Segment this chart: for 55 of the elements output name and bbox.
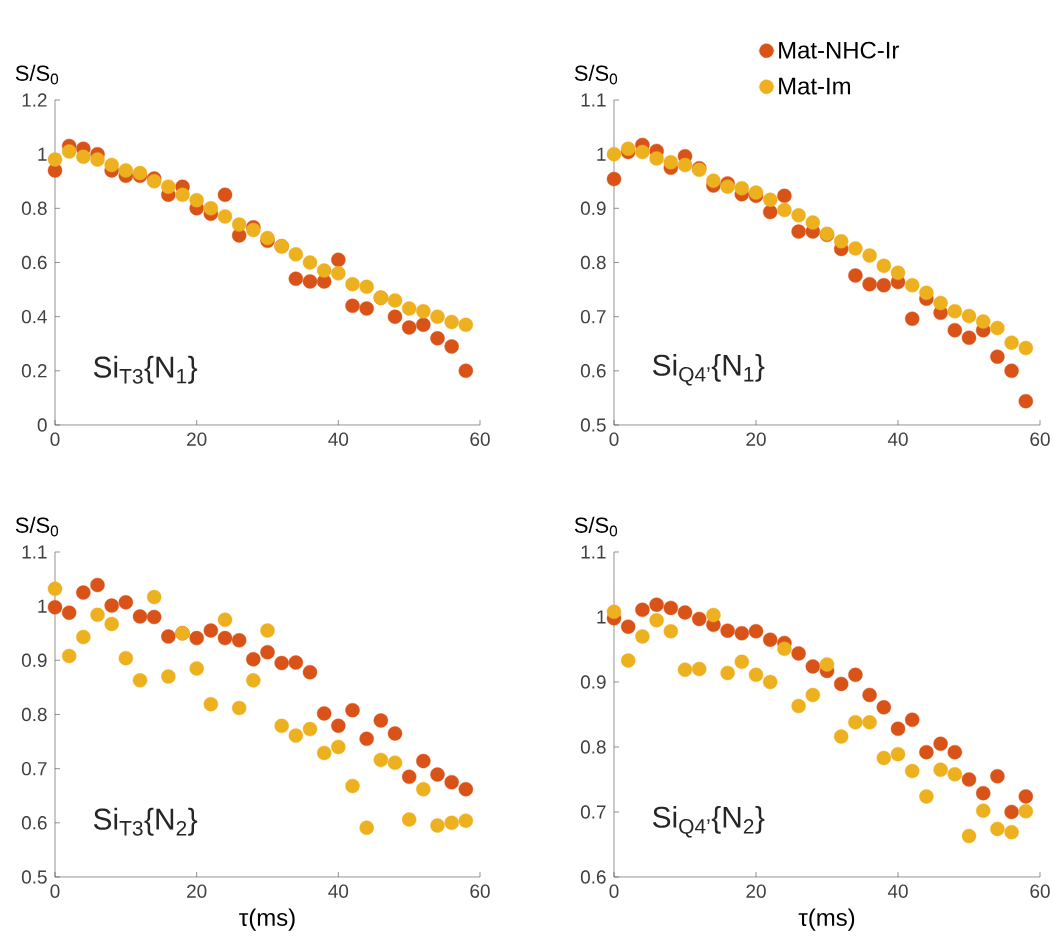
x-tick-label: 0 [609, 432, 619, 446]
x-tick-label: 60 [1030, 884, 1050, 898]
x-tick-label: 0 [609, 884, 619, 898]
x-tick-label: 40 [887, 884, 908, 898]
y-tick-label: 1.1 [581, 93, 606, 107]
x-tick-label: 0 [50, 884, 60, 898]
y-tick-label: 0.6 [21, 255, 47, 270]
legend-label: Mat-NHC-Ir [779, 41, 899, 59]
y-tick-label: 1 [38, 147, 47, 161]
x-axis-title: τ(ms) [239, 908, 295, 931]
y-tick-label: 1 [597, 610, 606, 624]
x-tick-label: 20 [187, 432, 207, 446]
y-tick-label: 0.8 [580, 740, 606, 754]
y-tick-label: 0.6 [580, 870, 606, 884]
y-tick-label: 1.1 [581, 545, 606, 559]
y-axis-title: S/S$_{0}$ [574, 64, 618, 85]
y-tick-label: 0.9 [580, 675, 606, 689]
y-tick-label: 0.9 [580, 201, 606, 216]
y-tick-label: 1.1 [22, 545, 47, 559]
y-tick-label: 0.2 [21, 364, 47, 378]
x-tick-label: 60 [470, 432, 490, 446]
legend-label: Mat-Im [779, 77, 850, 95]
x-axis-title: τ(ms) [798, 908, 855, 931]
y-tick-label: 0.5 [21, 870, 47, 884]
y-axis-title: S/S$_{0}$ [15, 516, 59, 537]
x-tick-label: 60 [470, 884, 490, 898]
annotation: Si$_{T3}${N$_{1}$} [93, 355, 198, 384]
x-tick-label: 20 [746, 432, 766, 446]
x-tick-label: 20 [187, 884, 207, 898]
y-axis-title: S/S$_{0}$ [15, 64, 59, 85]
y-axis-title: S/S$_{0}$ [574, 516, 618, 537]
y-tick-label: 0 [37, 418, 47, 432]
y-tick-label: 1 [597, 147, 606, 161]
x-tick-label: 20 [746, 884, 766, 898]
y-tick-label: 0.9 [21, 653, 47, 668]
y-tick-label: 0.7 [580, 805, 606, 819]
y-tick-label: 0.8 [21, 707, 47, 722]
x-tick-label: 0 [50, 432, 60, 446]
y-tick-label: 0.4 [21, 309, 47, 324]
y-tick-label: 1.2 [22, 93, 47, 107]
x-tick-label: 40 [328, 432, 349, 446]
y-tick-label: 0.7 [580, 309, 606, 324]
annotation: Si$_{Q4’}${N$_{1}$} [652, 353, 765, 386]
y-tick-label: 1 [38, 599, 47, 613]
annotation: Si$_{Q4’}${N$_{2}$} [652, 805, 765, 838]
annotation: Si$_{T3}${N$_{2}$} [93, 807, 198, 836]
y-tick-label: 0.6 [580, 364, 606, 378]
x-tick-label: 40 [328, 884, 349, 898]
y-tick-label: 0.8 [21, 201, 47, 216]
y-tick-label: 0.8 [580, 255, 606, 270]
y-tick-label: 0.6 [21, 816, 47, 830]
x-tick-label: 40 [887, 432, 908, 446]
y-tick-label: 0.5 [580, 418, 606, 432]
y-tick-label: 0.7 [21, 761, 47, 776]
x-tick-label: 60 [1030, 432, 1050, 446]
